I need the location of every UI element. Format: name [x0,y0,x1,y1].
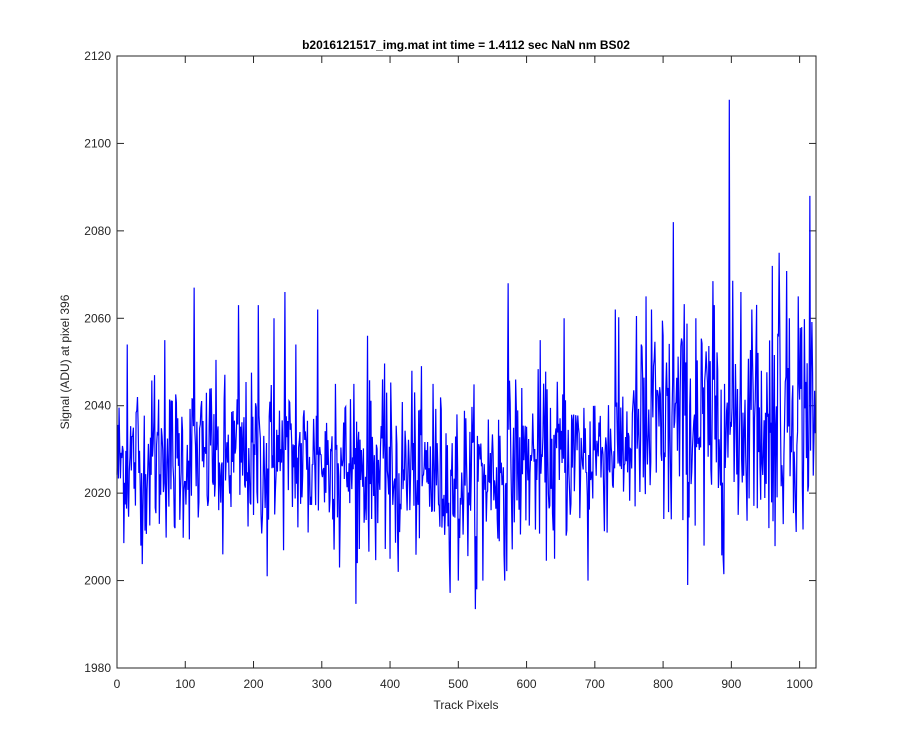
x-tick-label: 500 [448,677,468,691]
x-tick-label: 400 [380,677,400,691]
x-tick-label: 700 [585,677,605,691]
x-tick-label: 300 [312,677,332,691]
x-tick-label: 1000 [786,677,813,691]
chart-title: b2016121517_img.mat int time = 1.4112 se… [302,38,630,52]
y-axis-label: Signal (ADU) at pixel 396 [58,294,72,429]
y-tick-label: 2120 [84,49,111,63]
y-tick-label: 2000 [84,574,111,588]
y-tick-label: 2040 [84,399,111,413]
x-tick-label: 600 [517,677,537,691]
x-tick-label: 800 [653,677,673,691]
x-tick-label: 200 [244,677,264,691]
axes-box [116,55,817,669]
x-tick-label: 100 [175,677,195,691]
y-tick-label: 2060 [84,311,111,325]
plot-area [117,56,816,668]
y-tick-label: 2100 [84,136,111,150]
y-tick-label: 1980 [84,661,111,675]
y-tick-label: 2020 [84,486,111,500]
y-tick-label: 2080 [84,224,111,238]
x-tick-label: 900 [721,677,741,691]
x-tick-label: 0 [114,677,121,691]
axis-ticks: 0 100 200 300 400 500 600 700 800 900 1000 1980 2000… [84,49,816,691]
x-axis-label: Track Pixels [434,698,499,712]
series-line [116,99,816,610]
